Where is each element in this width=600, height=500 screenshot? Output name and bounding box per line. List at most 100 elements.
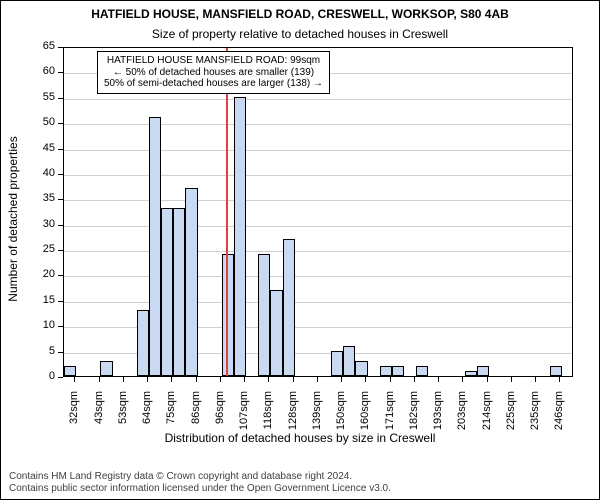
x-tick-mark: [559, 377, 560, 382]
y-tick-label: 25: [33, 243, 55, 255]
y-tick-mark: [58, 250, 63, 251]
x-tick-label: 32sqm: [68, 391, 80, 435]
grid-line: [64, 200, 572, 201]
histogram-bar: [149, 117, 161, 376]
histogram-bar: [185, 188, 197, 376]
annotation-line-2: ← 50% of detached houses are smaller (13…: [104, 67, 323, 79]
x-tick-label: 246sqm: [553, 391, 565, 435]
histogram-bar: [234, 97, 246, 376]
footer-text: Contains HM Land Registry data © Crown c…: [9, 471, 591, 495]
x-tick-label: 107sqm: [238, 391, 250, 435]
y-tick-mark: [58, 72, 63, 73]
y-tick-mark: [58, 377, 63, 378]
y-tick-label: 30: [33, 218, 55, 230]
grid-line: [64, 251, 572, 252]
y-tick-label: 65: [33, 40, 55, 52]
y-tick-label: 55: [33, 91, 55, 103]
y-tick-mark: [58, 123, 63, 124]
y-tick-label: 40: [33, 167, 55, 179]
grid-line: [64, 99, 572, 100]
x-tick-label: 139sqm: [311, 391, 323, 435]
x-tick-mark: [438, 377, 439, 382]
chart-container: HATFIELD HOUSE, MANSFIELD ROAD, CRESWELL…: [0, 0, 600, 500]
histogram-bar: [173, 208, 185, 376]
histogram-bar: [64, 366, 76, 376]
annotation-line-1: HATFIELD HOUSE MANSFIELD ROAD: 99sqm: [104, 55, 323, 67]
y-tick-mark: [58, 352, 63, 353]
x-tick-label: 96sqm: [214, 391, 226, 435]
y-tick-label: 20: [33, 268, 55, 280]
y-tick-mark: [58, 98, 63, 99]
histogram-bar: [343, 346, 355, 376]
x-tick-mark: [268, 377, 269, 382]
y-tick-label: 35: [33, 192, 55, 204]
grid-line: [64, 124, 572, 125]
x-tick-mark: [220, 377, 221, 382]
chart-title: HATFIELD HOUSE, MANSFIELD ROAD, CRESWELL…: [1, 7, 599, 21]
x-tick-label: 75sqm: [165, 391, 177, 435]
x-tick-mark: [487, 377, 488, 382]
x-tick-label: 182sqm: [408, 391, 420, 435]
x-tick-mark: [244, 377, 245, 382]
y-tick-mark: [58, 301, 63, 302]
y-tick-label: 5: [33, 345, 55, 357]
histogram-bar: [137, 310, 149, 376]
histogram-bar: [355, 361, 367, 376]
chart-subtitle: Size of property relative to detached ho…: [1, 27, 599, 41]
histogram-bar: [331, 351, 343, 376]
x-tick-label: 53sqm: [117, 391, 129, 435]
histogram-bar: [258, 254, 270, 376]
y-tick-mark: [58, 47, 63, 48]
y-tick-mark: [58, 225, 63, 226]
histogram-bar: [161, 208, 173, 376]
x-tick-label: 86sqm: [190, 391, 202, 435]
y-tick-label: 0: [33, 370, 55, 382]
histogram-bar: [270, 290, 282, 376]
x-tick-label: 150sqm: [335, 391, 347, 435]
histogram-bar: [465, 371, 477, 376]
footer-line-1: Contains HM Land Registry data © Crown c…: [9, 471, 591, 483]
y-tick-mark: [58, 275, 63, 276]
y-tick-label: 15: [33, 294, 55, 306]
x-tick-mark: [317, 377, 318, 382]
grid-line: [64, 226, 572, 227]
reference-line: [226, 48, 228, 376]
x-tick-mark: [462, 377, 463, 382]
x-tick-mark: [293, 377, 294, 382]
x-tick-mark: [74, 377, 75, 382]
histogram-bar: [380, 366, 392, 376]
x-tick-label: 160sqm: [359, 391, 371, 435]
histogram-bar: [283, 239, 295, 376]
histogram-bar: [477, 366, 489, 376]
x-tick-label: 171sqm: [384, 391, 396, 435]
annotation-box: HATFIELD HOUSE MANSFIELD ROAD: 99sqm ← 5…: [97, 51, 330, 94]
grid-line: [64, 302, 572, 303]
x-tick-mark: [365, 377, 366, 382]
x-tick-mark: [147, 377, 148, 382]
x-tick-label: 225sqm: [505, 391, 517, 435]
grid-line: [64, 175, 572, 176]
grid-line: [64, 150, 572, 151]
y-tick-mark: [58, 149, 63, 150]
x-tick-label: 193sqm: [432, 391, 444, 435]
x-tick-label: 118sqm: [262, 391, 274, 435]
x-tick-mark: [535, 377, 536, 382]
plot-area: [63, 47, 573, 377]
y-tick-label: 50: [33, 116, 55, 128]
y-tick-mark: [58, 326, 63, 327]
y-tick-label: 45: [33, 142, 55, 154]
x-tick-mark: [123, 377, 124, 382]
x-tick-label: 128sqm: [287, 391, 299, 435]
annotation-line-3: 50% of semi-detached houses are larger (…: [104, 78, 323, 90]
histogram-bar: [550, 366, 562, 376]
y-tick-label: 10: [33, 319, 55, 331]
x-tick-label: 64sqm: [141, 391, 153, 435]
y-tick-mark: [58, 199, 63, 200]
y-tick-label: 60: [33, 65, 55, 77]
y-axis-label: Number of detached properties: [6, 136, 20, 301]
x-tick-mark: [196, 377, 197, 382]
x-tick-mark: [511, 377, 512, 382]
footer-line-2: Contains public sector information licen…: [9, 483, 591, 495]
histogram-bar: [416, 366, 428, 376]
x-tick-label: 235sqm: [529, 391, 541, 435]
